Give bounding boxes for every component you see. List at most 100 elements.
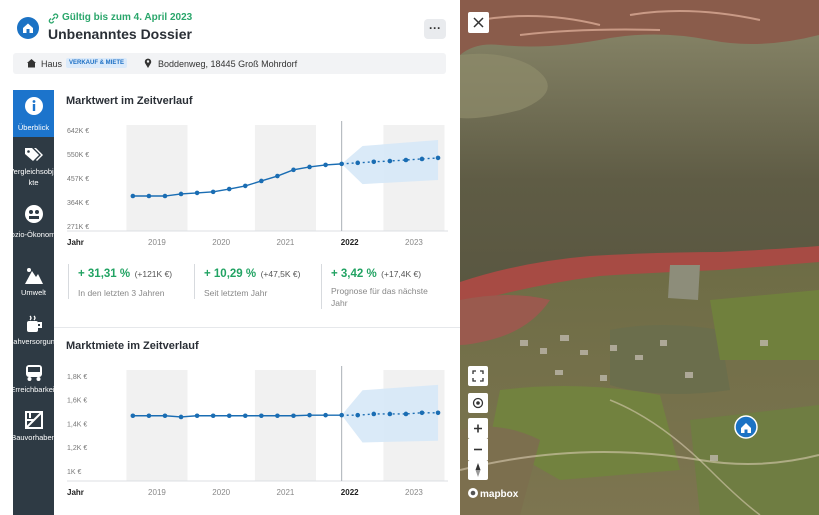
stat-change: + 10,29 % (204, 268, 256, 280)
fullscreen-button[interactable] (468, 366, 488, 386)
data-point (436, 410, 441, 415)
data-point (243, 413, 248, 418)
chart-title: Marktmiete im Zeitverlauf (66, 340, 199, 352)
link-icon (48, 13, 59, 24)
data-point (179, 192, 184, 197)
zoom-out-button[interactable] (468, 439, 488, 460)
map[interactable]: mapbox (460, 0, 819, 515)
nav-item[interactable]: Vergleichsobjekte (13, 142, 54, 194)
stat-caption: In den letzten 3 Jahren (78, 287, 193, 299)
y-tick-label: 457K € (67, 176, 89, 183)
data-point (259, 413, 264, 418)
stat: + 31,31 % (+121K €) In den letzten 3 Jah… (68, 264, 193, 299)
y-tick-label: 642K € (67, 128, 89, 135)
x-tick-label: 2021 (277, 238, 295, 247)
y-tick-label: 1,2K € (67, 445, 87, 452)
property-type: Haus (41, 59, 62, 69)
market-value-chart: Marktwert im Zeitverlauf271K €364K €457K… (54, 88, 460, 253)
pin-icon (144, 58, 152, 68)
data-point (404, 158, 409, 163)
data-point (147, 413, 152, 418)
data-point (243, 184, 248, 189)
nav-icon (24, 314, 44, 334)
stat-change: + 3,42 % (331, 268, 377, 280)
data-point (420, 157, 425, 162)
nav-label: Umwelt (13, 287, 54, 298)
nav-item[interactable]: Umwelt (13, 260, 54, 306)
data-point (275, 174, 280, 179)
data-point (147, 194, 152, 199)
y-tick-label: 550K € (67, 152, 89, 159)
nav-item[interactable]: Nahversorgung (13, 308, 54, 356)
data-point (307, 165, 312, 170)
x-tick-label: 2019 (148, 488, 166, 497)
data-point (227, 413, 232, 418)
sidebar: Überblick Vergleichsobjekte Sozio-Ökonom… (13, 90, 54, 515)
y-tick-label: 1,8K € (67, 374, 87, 381)
property-marker[interactable] (735, 416, 757, 438)
nav-label: Erreichbarkeit (13, 384, 54, 395)
nav-label: Sozio-Ökonomie (13, 229, 54, 240)
data-point (291, 168, 296, 173)
nav-item[interactable]: Bauvorhaben (13, 404, 54, 452)
y-tick-label: 364K € (67, 200, 89, 207)
stat-amount: (+17,4K €) (381, 269, 421, 279)
data-point (371, 160, 376, 165)
stat-amount: (+47,5K €) (261, 269, 301, 279)
x-axis-label: Jahr (67, 488, 84, 497)
nav-label: Bauvorhaben (13, 432, 54, 443)
data-point (227, 187, 232, 192)
data-point (355, 413, 360, 418)
stat-change: + 31,31 % (78, 268, 130, 280)
map-attribution: mapbox (480, 489, 519, 500)
zoom-in-button[interactable] (468, 418, 488, 439)
menu-button[interactable]: ··· (424, 19, 446, 39)
nav-icon (24, 362, 44, 382)
data-point (131, 194, 136, 199)
dossier-panel: Gültig bis zum 4. April 2023 Unbenanntes… (0, 0, 460, 515)
data-point (355, 161, 360, 166)
nav-icon (24, 146, 46, 164)
y-tick-label: 271K € (67, 224, 89, 231)
data-point (307, 413, 312, 418)
nav-item[interactable]: Sozio-Ökonomie (13, 198, 54, 254)
data-point (211, 190, 216, 195)
data-point (371, 412, 376, 417)
data-point (291, 413, 296, 418)
address: Boddenweg, 18445 Groß Mohrdorf (158, 59, 297, 69)
x-tick-label: 2020 (212, 238, 230, 247)
x-tick-label: 2022 (341, 488, 359, 497)
nav-icon (24, 266, 44, 286)
y-tick-label: 1,4K € (67, 421, 87, 428)
year-band (126, 370, 187, 481)
nav-icon (24, 96, 44, 116)
nav-icon (24, 410, 44, 430)
x-tick-label: 2021 (277, 488, 295, 497)
locate-button[interactable] (468, 393, 488, 413)
data-point (404, 412, 409, 417)
y-tick-label: 1,6K € (67, 398, 87, 405)
data-point (323, 163, 328, 168)
x-axis-label: Jahr (67, 238, 84, 247)
year-band (255, 125, 316, 231)
data-point (195, 413, 200, 418)
nav-label: Nahversorgung (13, 336, 54, 347)
stat: + 10,29 % (+47,5K €) Seit letztem Jahr (194, 264, 319, 299)
nav-item[interactable]: Erreichbarkeit (13, 356, 54, 404)
page: Gültig bis zum 4. April 2023 Unbenanntes… (0, 0, 819, 515)
data-point (163, 194, 168, 199)
year-band (255, 370, 316, 481)
x-tick-label: 2022 (341, 238, 359, 247)
data-point (275, 413, 280, 418)
stat: + 3,42 % (+17,4K €) Prognose für das näc… (321, 264, 436, 309)
divider (54, 327, 460, 328)
close-button[interactable] (468, 12, 489, 33)
data-point (388, 159, 393, 164)
x-tick-label: 2023 (405, 488, 423, 497)
nav-item[interactable]: Überblick (13, 90, 54, 137)
data-point (420, 410, 425, 415)
nav-label: Überblick (13, 122, 54, 133)
compass-button[interactable] (468, 460, 488, 480)
stat-caption: Seit letztem Jahr (204, 287, 319, 299)
